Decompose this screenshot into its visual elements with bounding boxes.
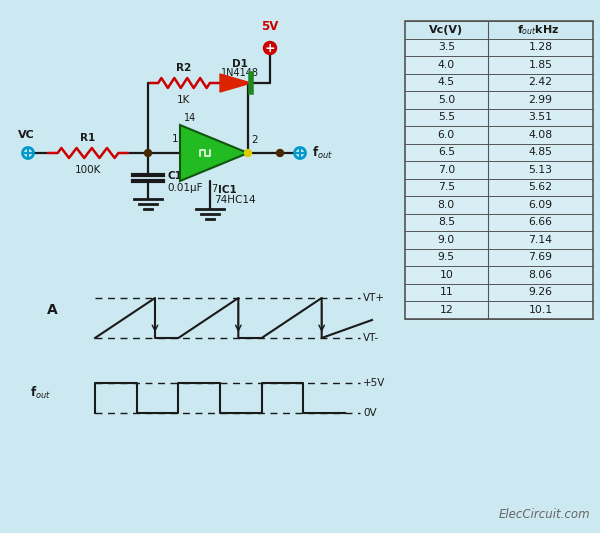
Text: 74HC14: 74HC14 [214, 195, 256, 205]
Text: VT+: VT+ [363, 293, 385, 303]
Text: R2: R2 [176, 63, 191, 73]
Text: 1N4148: 1N4148 [221, 68, 259, 78]
Text: f$_{out}$: f$_{out}$ [312, 145, 333, 161]
Text: 12: 12 [439, 305, 453, 315]
Text: 6.0: 6.0 [438, 130, 455, 140]
Text: D1: D1 [232, 59, 247, 69]
Text: 7.14: 7.14 [529, 235, 553, 245]
Text: VC: VC [17, 130, 34, 140]
Text: 7.5: 7.5 [438, 182, 455, 192]
Text: 100K: 100K [75, 165, 101, 175]
Text: 3.5: 3.5 [438, 42, 455, 52]
Text: 10.1: 10.1 [528, 305, 553, 315]
Bar [405, 21, 593, 319]
Text: 0V: 0V [363, 408, 377, 418]
Text: 6.09: 6.09 [528, 200, 553, 210]
Text: f$_{out}$: f$_{out}$ [29, 385, 50, 401]
Text: 4.08: 4.08 [528, 130, 553, 140]
Text: 7.0: 7.0 [438, 165, 455, 175]
Text: 10: 10 [439, 270, 453, 280]
Circle shape [145, 149, 151, 157]
Text: 1: 1 [172, 134, 178, 144]
Text: 9.5: 9.5 [438, 252, 455, 262]
Text: 7: 7 [211, 184, 217, 194]
Text: 5V: 5V [262, 20, 278, 33]
Text: 2.99: 2.99 [529, 95, 553, 105]
Text: VT-: VT- [363, 333, 379, 343]
Text: 0.01μF: 0.01μF [167, 183, 203, 193]
Text: R1: R1 [80, 133, 95, 143]
Text: 2.42: 2.42 [529, 77, 553, 87]
Text: 5.0: 5.0 [438, 95, 455, 105]
Text: 4.85: 4.85 [529, 147, 553, 157]
Text: C1: C1 [167, 171, 182, 181]
Text: 6.5: 6.5 [438, 147, 455, 157]
Polygon shape [180, 125, 248, 181]
Text: 3.51: 3.51 [529, 112, 553, 122]
Text: 6.66: 6.66 [529, 217, 553, 227]
Polygon shape [220, 74, 251, 92]
Text: IC1: IC1 [218, 185, 237, 195]
Text: f$_{out}$kHz: f$_{out}$kHz [517, 23, 560, 37]
Text: 7.69: 7.69 [529, 252, 553, 262]
Text: Vc(V): Vc(V) [429, 25, 463, 35]
Text: 14: 14 [184, 113, 196, 123]
Text: 1.28: 1.28 [529, 42, 553, 52]
Text: 8.5: 8.5 [438, 217, 455, 227]
Text: ElecCircuit.com: ElecCircuit.com [499, 508, 590, 521]
Text: 8.06: 8.06 [528, 270, 553, 280]
Text: 5.62: 5.62 [529, 182, 553, 192]
Text: 1K: 1K [178, 95, 191, 105]
Text: 1.85: 1.85 [529, 60, 553, 70]
Text: 5.5: 5.5 [438, 112, 455, 122]
Text: 9.0: 9.0 [438, 235, 455, 245]
Text: 8.0: 8.0 [438, 200, 455, 210]
Text: 11: 11 [439, 287, 453, 297]
Text: 5.13: 5.13 [529, 165, 553, 175]
Text: 9.26: 9.26 [529, 287, 553, 297]
Circle shape [277, 149, 284, 157]
Circle shape [245, 149, 251, 157]
Text: +5V: +5V [363, 378, 385, 388]
Text: 4.0: 4.0 [438, 60, 455, 70]
Text: 4.5: 4.5 [438, 77, 455, 87]
Text: 2: 2 [251, 135, 257, 145]
Circle shape [263, 42, 277, 54]
Text: +: + [265, 42, 275, 54]
Text: A: A [47, 303, 58, 317]
